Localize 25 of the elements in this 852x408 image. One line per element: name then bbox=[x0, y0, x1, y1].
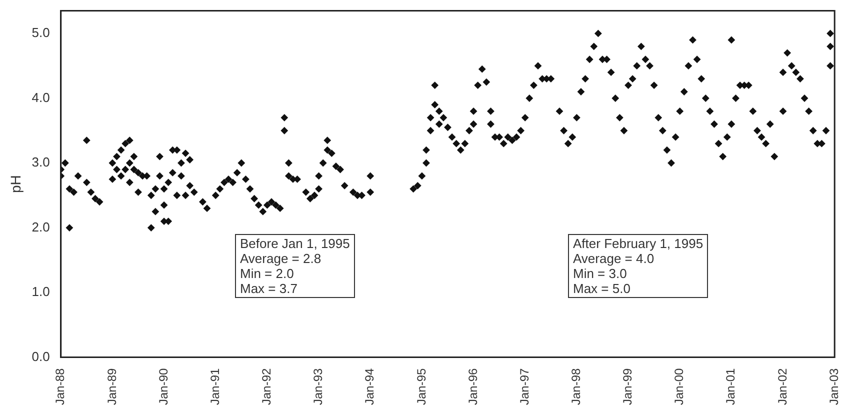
x-tick-label: Jan-90 bbox=[156, 368, 170, 406]
x-tick-label: Jan-97 bbox=[517, 368, 532, 406]
x-tick-label: Jan-01 bbox=[724, 368, 738, 406]
x-tick-label: Jan-99 bbox=[620, 368, 635, 406]
annotation: Before Jan 1, 1995 Average = 2.8 Min = 2.0 Max = 3.7 bbox=[235, 234, 355, 298]
y-tick-label: 1.0 bbox=[32, 284, 50, 300]
x-tick-label: Jan-94 bbox=[362, 368, 377, 406]
x-tick-label: Jan-91 bbox=[208, 368, 222, 406]
x-tick-label: Jan-92 bbox=[260, 368, 274, 406]
x-tick-label: Jan-96 bbox=[466, 368, 480, 406]
y-axis-title: pH bbox=[7, 175, 24, 194]
x-tick-label: Jan-03 bbox=[826, 368, 841, 406]
x-tick-label: Jan-98 bbox=[569, 368, 584, 406]
y-tick-label: 5.0 bbox=[32, 25, 50, 40]
y-tick-label: 2.0 bbox=[32, 219, 50, 234]
annotation: After February 1, 1995 Average = 4.0 Min = 3.0 Max = 5.0 bbox=[568, 234, 708, 298]
y-tick-label: 4.0 bbox=[32, 90, 50, 105]
y-tick-label: 3.0 bbox=[32, 154, 50, 170]
x-tick-label: Jan-00 bbox=[672, 368, 686, 406]
x-tick-label: Jan-89 bbox=[104, 368, 119, 406]
x-tick-label: Jan-02 bbox=[775, 368, 790, 406]
y-tick-label: 0.0 bbox=[32, 348, 50, 364]
x-tick-label: Jan-95 bbox=[414, 368, 428, 406]
x-tick-label: Jan-88 bbox=[53, 368, 68, 406]
x-tick-label: Jan-93 bbox=[311, 368, 326, 406]
